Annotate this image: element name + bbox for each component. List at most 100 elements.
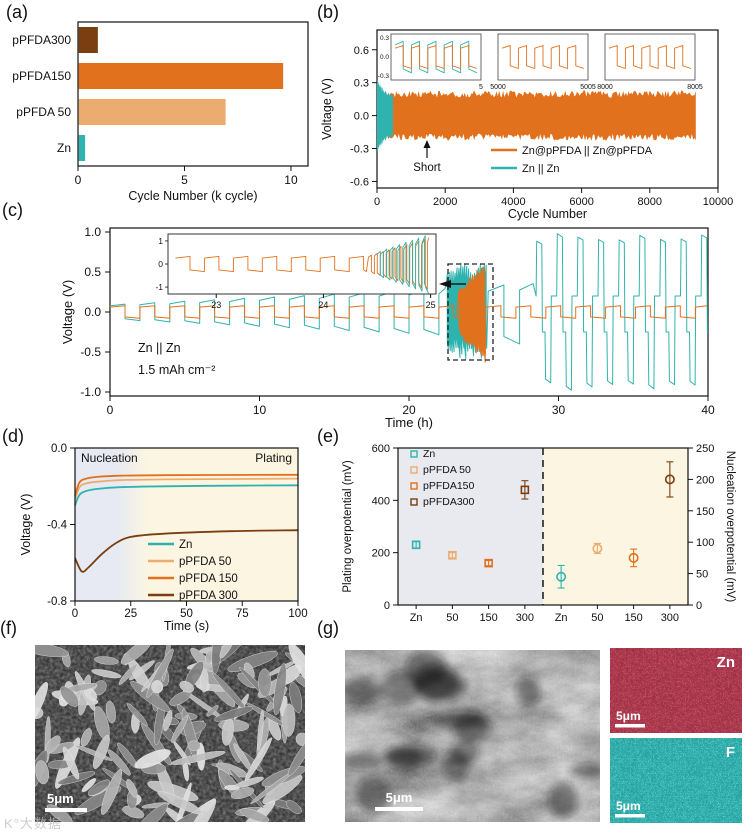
map-f-scalebar: 5μm <box>616 799 641 813</box>
e-legend-label: pPFDA300 <box>423 496 475 508</box>
svg-text:200: 200 <box>696 474 714 486</box>
svg-text:0: 0 <box>72 608 78 620</box>
e-left-axis-label: Plating overpotential (mV) <box>342 460 354 592</box>
svg-text:30: 30 <box>552 403 566 417</box>
d-x-axis-label: Time (s) <box>164 619 209 633</box>
d-legend-label: pPFDA 50 <box>179 556 231 568</box>
svg-text:250: 250 <box>696 443 714 455</box>
svg-text:25: 25 <box>124 608 137 620</box>
svg-text:50: 50 <box>591 612 603 624</box>
svg-text:8000: 8000 <box>597 84 613 91</box>
panel-c-label: (c) <box>2 200 23 220</box>
svg-text:23: 23 <box>211 300 221 310</box>
a-x-axis-label: Cycle Number (k cycle) <box>128 189 257 203</box>
svg-text:2000: 2000 <box>433 196 457 208</box>
svg-text:0.3: 0.3 <box>354 78 369 90</box>
svg-text:400: 400 <box>372 495 390 507</box>
f-scalebar-label: 5μm <box>47 791 74 806</box>
d-legend-label: pPFDA 300 <box>179 590 238 602</box>
eds-map-zn <box>610 648 742 733</box>
e-right-axis-label: Nucleation overpotential (mV) <box>724 451 736 603</box>
svg-text:600: 600 <box>372 443 390 455</box>
svg-text:-0.8: -0.8 <box>47 596 67 608</box>
a-category-label: pPFDA300 <box>12 33 71 47</box>
svg-text:0.6: 0.6 <box>354 45 369 57</box>
svg-text:0: 0 <box>158 259 163 269</box>
g-scalebar-label: 5μm <box>386 790 413 805</box>
nucleation-label: Nucleation <box>81 451 138 465</box>
svg-text:5005: 5005 <box>580 84 596 91</box>
svg-text:0: 0 <box>75 173 82 187</box>
b-y-axis-label: Voltage (V) <box>320 78 334 140</box>
svg-text:-0.4: -0.4 <box>47 520 67 532</box>
svg-text:0: 0 <box>107 403 114 417</box>
svg-text:-0.5: -0.5 <box>80 345 101 359</box>
c-cell-label: Zn || Zn <box>138 341 181 355</box>
svg-text:0: 0 <box>384 600 390 612</box>
svg-text:10: 10 <box>284 173 298 187</box>
svg-text:75: 75 <box>236 608 249 620</box>
svg-text:0: 0 <box>374 196 380 208</box>
panel-a-label: (a) <box>6 2 28 22</box>
svg-text:300: 300 <box>661 612 679 624</box>
svg-text:50: 50 <box>696 569 708 581</box>
svg-text:200: 200 <box>372 548 390 560</box>
c-x-axis-label: Time (h) <box>385 415 433 430</box>
a-category-label: pPFDA150 <box>12 69 71 83</box>
svg-text:0.0: 0.0 <box>84 305 101 319</box>
svg-text:5000: 5000 <box>490 84 506 91</box>
line-chart-cycling-stability: 0 2000 4000 6000 8000 10000 0.6 0.3 0.0 -0.3 -0.6 C… <box>320 29 734 221</box>
svg-text:0.5: 0.5 <box>84 265 101 279</box>
svg-text:100: 100 <box>696 537 714 549</box>
svg-text:150: 150 <box>696 506 714 518</box>
a-category-label: pPFDA 50 <box>16 105 71 119</box>
svg-text:50: 50 <box>446 612 458 624</box>
line-chart-nucleation-plating: 0 25 50 75 100 0.0 -0.4 -0.8 Time (s) Voltage (V)… <box>19 443 308 633</box>
svg-text:1.0: 1.0 <box>84 225 101 239</box>
svg-text:8000: 8000 <box>638 196 662 208</box>
panel-b-label: (b) <box>317 2 339 22</box>
svg-text:20: 20 <box>402 403 416 417</box>
svg-text:0: 0 <box>696 600 702 612</box>
eds-map-f <box>610 738 742 823</box>
svg-text:5: 5 <box>181 173 188 187</box>
svg-text:25: 25 <box>426 300 436 310</box>
e-legend-label: pPFDA150 <box>423 480 475 492</box>
svg-text:-1.0: -1.0 <box>80 385 101 399</box>
svg-text:10000: 10000 <box>703 196 734 208</box>
short-annotation: Short <box>413 162 441 174</box>
svg-text:4000: 4000 <box>501 196 525 208</box>
svg-text:0.0: 0.0 <box>354 111 369 123</box>
svg-text:150: 150 <box>624 612 642 624</box>
map-zn-label: Zn <box>717 654 735 671</box>
svg-text:10: 10 <box>253 403 267 417</box>
b-x-axis-label: Cycle Number <box>508 207 587 221</box>
panel-g-label: (g) <box>317 618 339 638</box>
watermark: K°大数据 <box>4 816 62 831</box>
panel-e-label: (e) <box>317 426 339 446</box>
panel-d-label: (d) <box>2 426 24 446</box>
sem-image-bare-zn: 5μm <box>35 645 305 822</box>
svg-text:40: 40 <box>701 403 715 417</box>
d-legend-label: Zn <box>179 539 192 551</box>
svg-text:1: 1 <box>158 236 163 246</box>
svg-text:-0.3: -0.3 <box>378 73 390 80</box>
map-zn-scalebar: 5μm <box>616 709 641 723</box>
svg-text:24: 24 <box>318 300 328 310</box>
svg-text:8005: 8005 <box>687 84 703 91</box>
svg-text:150: 150 <box>479 612 497 624</box>
bar-chart-cycle-life: pPFDA300 pPFDA150 pPFDA 50 Zn 0 5 10 Cycle Numb… <box>12 21 309 203</box>
panel-f-label: (f) <box>0 618 17 638</box>
b-legend-zn-ppfda: Zn@pPFDA || Zn@pPFDA <box>522 145 653 157</box>
c-capacity-label: 1.5 mAh cm⁻² <box>138 363 215 377</box>
e-legend-label: Zn <box>423 448 435 460</box>
svg-text:0.0: 0.0 <box>51 443 67 455</box>
svg-text:-1: -1 <box>155 282 163 292</box>
svg-text:5: 5 <box>479 84 483 91</box>
svg-text:0.0: 0.0 <box>380 54 389 61</box>
scatter-chart-overpotential: 0 200 400 600 0 50 100 150 200 250 Zn 50 150 300 Zn 50 1… <box>342 443 736 624</box>
svg-text:Zn: Zn <box>410 612 423 624</box>
a-category-label: Zn <box>57 141 71 155</box>
